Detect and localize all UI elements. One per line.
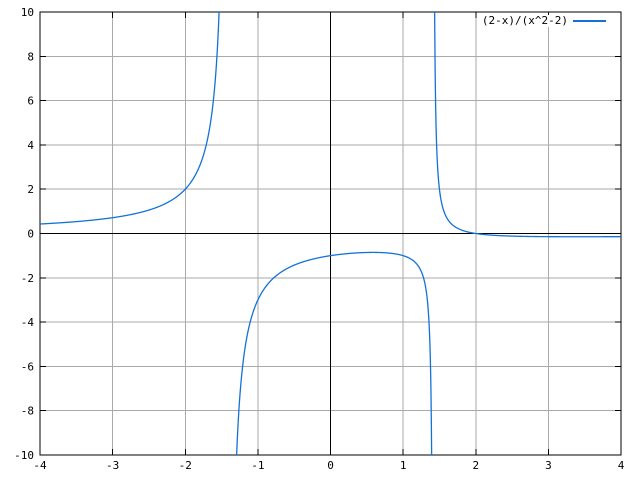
y-tick-label: 2 [27, 183, 34, 196]
y-tick-label: 8 [27, 50, 34, 63]
x-tick-label: -3 [106, 459, 119, 472]
y-tick-label: -6 [21, 360, 34, 373]
legend: (2-x)/(x^2-2) [480, 14, 607, 27]
x-tick-label: -2 [179, 459, 192, 472]
x-tick-label: 1 [400, 459, 407, 472]
x-tick-label: 4 [618, 459, 625, 472]
y-tick-label: 10 [21, 6, 34, 19]
legend-label: (2-x)/(x^2-2) [481, 14, 568, 27]
y-tick-label: 4 [27, 139, 34, 152]
x-tick-label: -1 [251, 459, 264, 472]
zero-axes [40, 12, 621, 455]
legend-line-sample [573, 20, 606, 22]
y-tick-label: -8 [21, 405, 34, 418]
y-tick-label: -10 [14, 449, 34, 462]
x-tick-label: 2 [472, 459, 479, 472]
y-tick-label: -4 [21, 316, 35, 329]
plot-border [39, 11, 622, 456]
x-tick-label: -4 [33, 459, 47, 472]
x-tick-label: 3 [545, 459, 552, 472]
function-curve [40, 12, 621, 455]
y-tick-label: 0 [27, 228, 34, 241]
x-tick-label: 0 [327, 459, 334, 472]
y-tick-label: -2 [21, 272, 34, 285]
y-tick-label: 6 [27, 95, 34, 108]
